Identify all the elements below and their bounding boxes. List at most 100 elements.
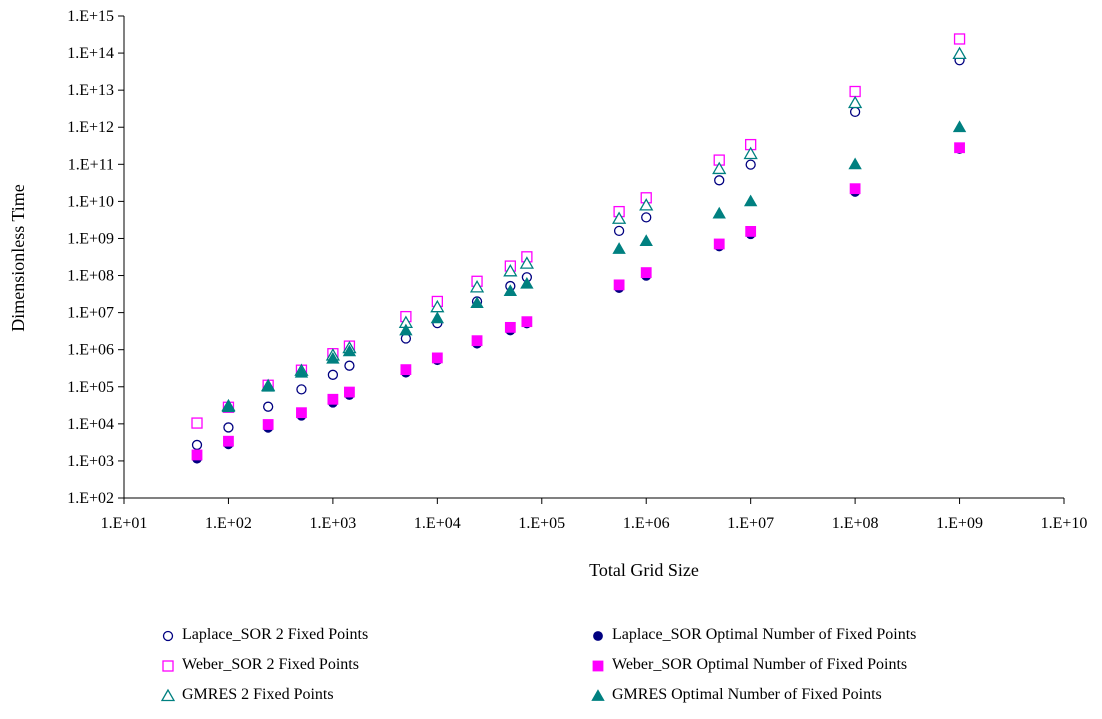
chart-legend: Laplace_SOR 2 Fixed Points Laplace_SOR Op… [160, 622, 1060, 708]
data-point [399, 323, 413, 336]
y-tick-label: 1.E+03 [67, 453, 114, 470]
data-point [503, 284, 518, 297]
data-point [745, 226, 757, 237]
series-6 [221, 120, 967, 413]
x-tick-label: 1.E+01 [101, 515, 148, 532]
data-point [743, 194, 758, 207]
data-point [327, 369, 339, 380]
data-point [263, 401, 274, 412]
data-point [503, 264, 518, 277]
data-point [344, 360, 355, 371]
y-tick-label: 1.E+10 [67, 193, 114, 210]
x-tick-label: 1.E+04 [414, 515, 461, 532]
data-point [641, 212, 652, 223]
x-tick-label: 1.E+02 [205, 515, 252, 532]
data-point [952, 120, 967, 133]
data-point [221, 400, 236, 413]
legend-label: Laplace_SOR Optimal Number of Fixed Poin… [612, 626, 917, 643]
y-tick-label: 1.E+02 [67, 490, 114, 507]
y-tick-label: 1.E+11 [68, 156, 114, 173]
legend-marker-icon [593, 631, 603, 641]
data-point [261, 379, 275, 392]
y-axis-ticks: 1.E+02 1.E+03 1.E+04 1.E+05 1.E+06 1.E+07 1.E+… [67, 8, 124, 507]
legend-marker-icon [160, 688, 176, 702]
legend-marker-icon [592, 660, 604, 672]
x-tick-label: 1.E+10 [1041, 515, 1088, 532]
y-tick-label: 1.E+15 [67, 8, 114, 25]
data-point [849, 106, 861, 117]
data-point [294, 365, 309, 378]
data-point [400, 333, 412, 344]
series-3 [191, 33, 966, 429]
data-point [471, 335, 483, 347]
data-point [400, 364, 412, 376]
data-point [469, 280, 485, 293]
y-tick-label: 1.E+12 [67, 119, 114, 136]
x-tick-label: 1.E+07 [727, 515, 774, 532]
chart-axes [123, 16, 1064, 499]
data-point [504, 321, 516, 333]
y-tick-label: 1.E+14 [67, 45, 114, 62]
legend-label: Weber_SOR Optimal Number of Fixed Points [612, 656, 908, 673]
data-point [262, 419, 274, 430]
data-point [639, 198, 654, 211]
y-tick-label: 1.E+13 [67, 82, 114, 99]
data-point [342, 344, 357, 357]
data-point [848, 157, 862, 170]
data-point [521, 316, 533, 328]
legend-item: Laplace_SOR 2 Fixed Points [160, 622, 590, 648]
data-point [296, 384, 307, 395]
data-point [470, 296, 484, 309]
data-point [519, 256, 534, 269]
legend-marker-icon [591, 689, 605, 701]
y-tick-label: 1.E+09 [67, 230, 114, 247]
y-tick-label: 1.E+06 [67, 342, 114, 359]
data-point [712, 206, 726, 219]
scatter-chart: 1.E+01 1.E+02 1.E+03 1.E+04 1.E+05 1.E+06 1.E+… [8, 8, 1088, 580]
data-point [849, 183, 861, 195]
data-point [713, 238, 725, 250]
data-point [431, 352, 443, 364]
data-point [344, 386, 355, 398]
y-axis-title: Dimensionless Time [8, 184, 28, 332]
y-tick-label: 1.E+08 [67, 268, 114, 285]
data-point [223, 435, 234, 447]
data-point [191, 439, 203, 451]
y-tick-label: 1.E+07 [67, 305, 114, 322]
data-point [611, 211, 627, 224]
legend-label: GMRES Optimal Number of Fixed Points [612, 686, 882, 703]
x-tick-label: 1.E+06 [623, 515, 670, 532]
legend-item: Weber_SOR Optimal Number of Fixed Points [590, 652, 1060, 678]
series-2 [192, 144, 965, 464]
data-point [640, 267, 652, 279]
data-point [223, 422, 234, 433]
data-points [191, 33, 967, 464]
legend-item: GMRES Optimal Number of Fixed Points [590, 682, 1060, 708]
x-tick-label: 1.E+09 [936, 515, 983, 532]
data-point [953, 33, 966, 45]
data-point [849, 85, 861, 98]
legend-label: Laplace_SOR 2 Fixed Points [182, 626, 369, 643]
legend-label: Weber_SOR 2 Fixed Points [182, 656, 359, 673]
data-point [712, 161, 727, 175]
data-point [612, 242, 626, 254]
data-point [613, 279, 625, 291]
data-point [613, 225, 625, 237]
data-point [745, 159, 756, 170]
data-point [520, 276, 534, 289]
data-point [743, 146, 758, 160]
legend-marker-icon [162, 630, 174, 642]
data-point [430, 311, 445, 324]
series-4 [191, 142, 965, 461]
data-point [191, 417, 203, 429]
x-axis-title: Total Grid Size [589, 560, 699, 580]
legend-item: Laplace_SOR Optimal Number of Fixed Poin… [590, 622, 1060, 648]
x-tick-label: 1.E+03 [309, 515, 356, 532]
x-tick-label: 1.E+05 [518, 515, 565, 532]
data-point [326, 351, 340, 364]
legend-label: GMRES 2 Fixed Points [182, 686, 334, 703]
legend-item: GMRES 2 Fixed Points [160, 682, 590, 708]
data-point [714, 175, 725, 186]
x-axis-ticks: 1.E+01 1.E+02 1.E+03 1.E+04 1.E+05 1.E+06 1.E+… [101, 498, 1088, 532]
data-point [847, 95, 863, 109]
